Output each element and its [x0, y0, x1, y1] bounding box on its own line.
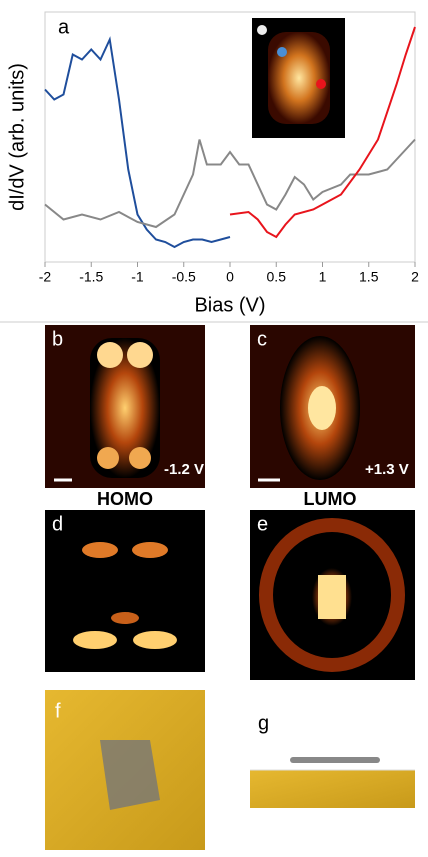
series-line — [229, 26, 416, 239]
x-tick-label: 0 — [226, 269, 234, 285]
panel-label: g — [258, 712, 269, 734]
plot-frame — [44, 11, 416, 263]
x-tick-label: 1 — [319, 269, 327, 285]
panel-label: e — [257, 513, 268, 535]
panel-label: d — [52, 513, 63, 535]
x-tick-label: 0.5 — [267, 269, 287, 285]
x-tick-label: 1.5 — [359, 269, 379, 285]
image-e — [250, 510, 415, 680]
bias-note: +1.3 V — [365, 461, 409, 478]
caption: HOMO — [97, 489, 153, 509]
x-tick-label: -0.5 — [172, 269, 196, 285]
x-tick-label: -1.5 — [79, 269, 103, 285]
image-b — [45, 325, 205, 488]
y-axis-label: dI/dV (arb. units) — [6, 63, 28, 211]
x-tick-label: -1 — [131, 269, 144, 285]
x-axis-label: Bias (V) — [194, 294, 265, 316]
image-d — [45, 510, 205, 672]
caption: LUMO — [304, 489, 357, 509]
series-line — [44, 138, 416, 229]
x-tick-label: 2 — [411, 269, 419, 285]
panel-label: c — [257, 328, 267, 350]
image-g — [250, 757, 415, 808]
panel-label: b — [52, 328, 63, 350]
inset — [252, 18, 345, 138]
series-line — [44, 36, 231, 249]
image-c — [250, 325, 415, 488]
x-tick-label: -2 — [39, 269, 52, 285]
image-f — [45, 690, 205, 850]
panel-label: a — [58, 16, 70, 38]
panel-label: f — [55, 700, 61, 722]
bias-note: -1.2 V — [164, 461, 204, 478]
